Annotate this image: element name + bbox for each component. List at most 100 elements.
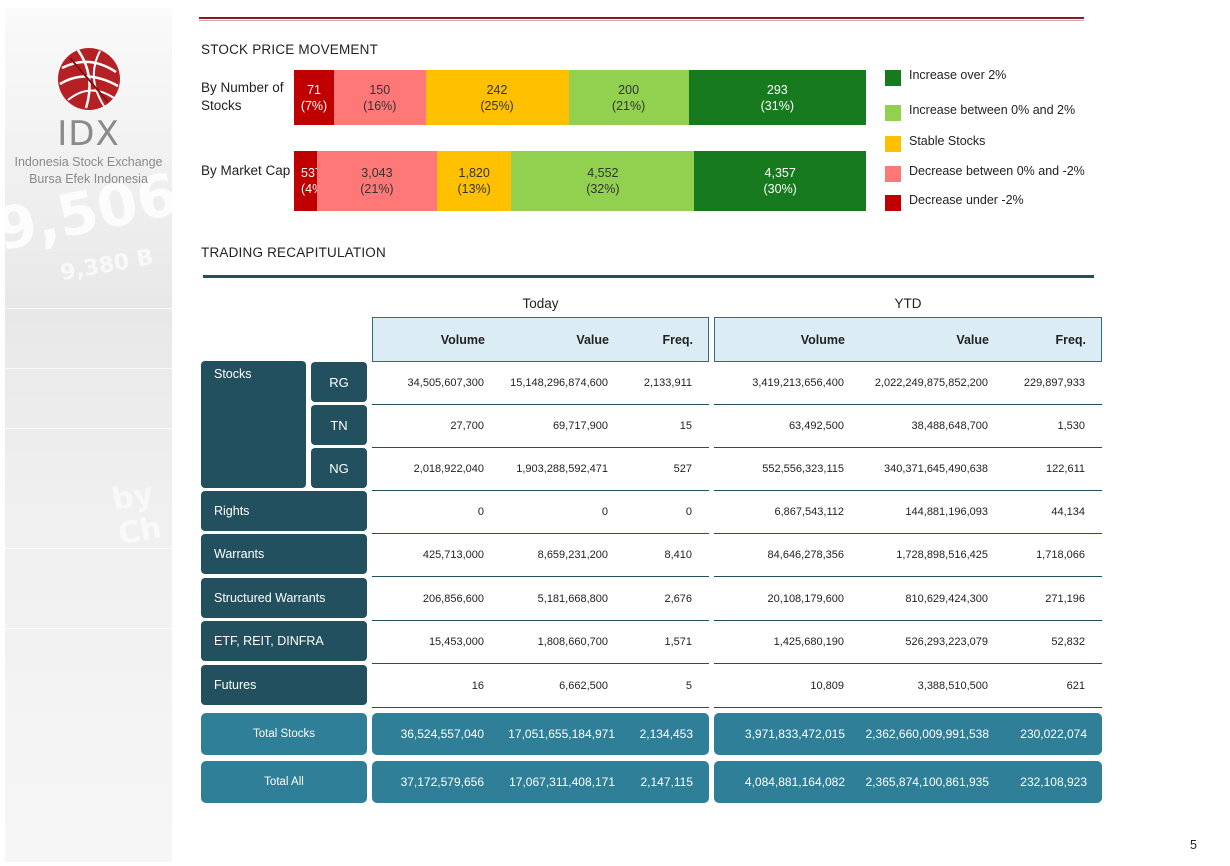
table-cell: 15,453,000 — [428, 636, 484, 648]
table-cell: 810,629,424,300 — [905, 593, 988, 605]
table-cell: 38,488,648,700 — [911, 420, 988, 432]
column-header-volume: Volume — [440, 332, 485, 347]
table-row: 20,108,179,600 810,629,424,300 271,196 — [714, 578, 1102, 621]
background-ticker-image: 9,380 B — [58, 245, 156, 286]
movement-row-label-count: By Number of Stocks — [201, 80, 284, 113]
legend-swatch — [885, 166, 901, 182]
table-cell: 36,524,557,040 — [400, 727, 484, 741]
column-header-freq: Freq. — [1055, 332, 1086, 347]
logo-subtitle-1: Indonesia Stock Exchange — [14, 155, 163, 169]
table-cell: 621 — [1066, 680, 1085, 692]
table-cell: 15 — [679, 420, 692, 432]
table-cell: 230,022,074 — [1020, 727, 1087, 741]
movement-segment-value: 537 — [301, 166, 322, 180]
movement-segment: 4,357 (30%) — [694, 151, 866, 211]
recap-rule — [203, 275, 1094, 278]
movement-segment-value: 3,043 — [361, 166, 393, 180]
table-row: 0 0 0 — [372, 491, 709, 534]
row-label-rights: Rights — [201, 491, 367, 531]
table-cell: 44,134 — [1051, 506, 1085, 518]
total-stocks-label: Total Stocks — [201, 713, 367, 755]
movement-segment: 200 (21%) — [568, 70, 689, 125]
table-cell: 0 — [477, 506, 484, 518]
movement-bar-marketcap: 537 (4%) 3,043 (21%) 1,820 (13%) 4,552 (32%) 4,3… — [294, 151, 866, 211]
legend-item: Decrease between 0% and -2% — [885, 164, 1115, 182]
table-cell: 63,492,500 — [788, 420, 844, 432]
movement-segment-value: 4,357 — [764, 166, 796, 180]
movement-segment-value: 1,820 — [458, 166, 490, 180]
movement-segment-percent: (30%) — [763, 182, 797, 196]
table-cell: 0 — [601, 506, 608, 518]
table-cell: 3,971,833,472,015 — [744, 727, 845, 741]
ytd-header: YTD — [894, 296, 922, 311]
table-cell: 2,147,115 — [640, 775, 694, 789]
table-cell: 232,108,923 — [1020, 775, 1087, 789]
table-row: 1,425,680,190 526,293,223,079 52,832 — [714, 621, 1102, 664]
background-ticker-image: by Ch — [109, 476, 165, 553]
movement-segment-value: 4,552 — [587, 166, 619, 180]
table-row: 425,713,000 8,659,231,200 8,410 — [372, 534, 709, 577]
table-row: 206,856,600 5,181,668,800 2,676 — [372, 578, 709, 621]
table-cell: 52,832 — [1051, 636, 1085, 648]
table-cell: 10,809 — [810, 680, 844, 692]
table-cell: 6,662,500 — [559, 680, 608, 692]
legend-item: Stable Stocks — [885, 134, 1115, 152]
row-label-tn: TN — [311, 405, 367, 445]
legend-label: Increase between 0% and 2% — [909, 103, 1076, 117]
table-cell: 526,293,223,079 — [905, 636, 988, 648]
page-number: 5 — [1190, 838, 1197, 852]
idx-logo: IDX Indonesia Stock Exchange Bursa Efek … — [5, 46, 172, 188]
movement-segment-value: 200 — [618, 82, 640, 97]
table-cell: 27,700 — [450, 420, 484, 432]
total-all-today: 37,172,579,656 17,067,311,408,171 2,147,… — [372, 761, 709, 803]
side-panel: 9,506 9,380 B by Ch IDX Indonesia Stock … — [5, 8, 172, 862]
total-stocks-today: 36,524,557,040 17,051,655,184,971 2,134,… — [372, 713, 709, 755]
table-cell: 0 — [685, 506, 692, 518]
table-row: 34,505,607,300 15,148,296,874,600 2,133,… — [372, 362, 709, 405]
legend-label: Decrease between 0% and -2% — [909, 164, 1085, 178]
movement-row-label-marketcap: By Market Cap — [201, 163, 291, 178]
table-row: 27,700 69,717,900 15 — [372, 405, 709, 448]
total-all-label: Total All — [201, 761, 367, 803]
ytd-column-headers: Volume Value Freq. — [714, 317, 1102, 362]
legend-item: Increase over 2% — [885, 68, 1115, 86]
legend-label: Decrease under -2% — [909, 193, 1024, 207]
legend-swatch — [885, 105, 901, 121]
table-cell: 1,808,660,700 — [537, 636, 608, 648]
table-cell: 2,365,874,100,861,935 — [865, 775, 989, 789]
movement-segment: 4,552 (32%) — [511, 151, 695, 211]
movement-segment-percent: (13%) — [457, 182, 491, 196]
movement-title: STOCK PRICE MOVEMENT — [201, 42, 379, 57]
table-cell: 8,659,231,200 — [537, 549, 608, 561]
recap-title: TRADING RECAPITULATION — [201, 245, 386, 260]
movement-segment-value: 150 — [369, 82, 391, 97]
movement-segment-value: 293 — [766, 82, 788, 97]
column-header-value: Value — [576, 332, 609, 347]
table-cell: 340,371,645,490,638 — [884, 463, 988, 475]
table-cell: 229,897,933 — [1023, 377, 1085, 389]
legend-label: Stable Stocks — [909, 134, 986, 148]
table-cell: 5 — [685, 680, 692, 692]
row-label-etf-reit-dinfra: ETF, REIT, DINFRA — [201, 621, 367, 661]
today-column-headers: Volume Value Freq. — [372, 317, 709, 362]
table-cell: 16 — [471, 680, 484, 692]
movement-segment: 293 (31%) — [688, 70, 866, 125]
movement-segment-value: 71 — [307, 82, 321, 97]
legend-swatch — [885, 70, 901, 86]
table-cell: 8,410 — [664, 549, 692, 561]
table-cell: 6,867,543,112 — [774, 506, 844, 518]
table-cell: 69,717,900 — [552, 420, 608, 432]
table-cell: 2,134,453 — [639, 727, 693, 741]
logo-subtitle-2: Bursa Efek Indonesia — [29, 172, 148, 186]
total-all-ytd: 4,084,881,164,082 2,365,874,100,861,935 … — [714, 761, 1102, 803]
table-row: 3,419,213,656,400 2,022,249,875,852,200 … — [714, 362, 1102, 405]
movement-segment-percent: (31%) — [760, 98, 794, 113]
movement-segment: 537 (4%) — [294, 151, 327, 211]
row-label-structured-warrants: Structured Warrants — [201, 578, 367, 618]
table-cell: 3,419,213,656,400 — [752, 377, 844, 389]
movement-segment-percent: (21%) — [360, 182, 394, 196]
movement-segment: 3,043 (21%) — [316, 151, 437, 211]
table-cell: 2,022,249,875,852,200 — [874, 377, 988, 389]
row-label-ng: NG — [311, 448, 367, 488]
table-cell: 122,611 — [1046, 463, 1085, 475]
